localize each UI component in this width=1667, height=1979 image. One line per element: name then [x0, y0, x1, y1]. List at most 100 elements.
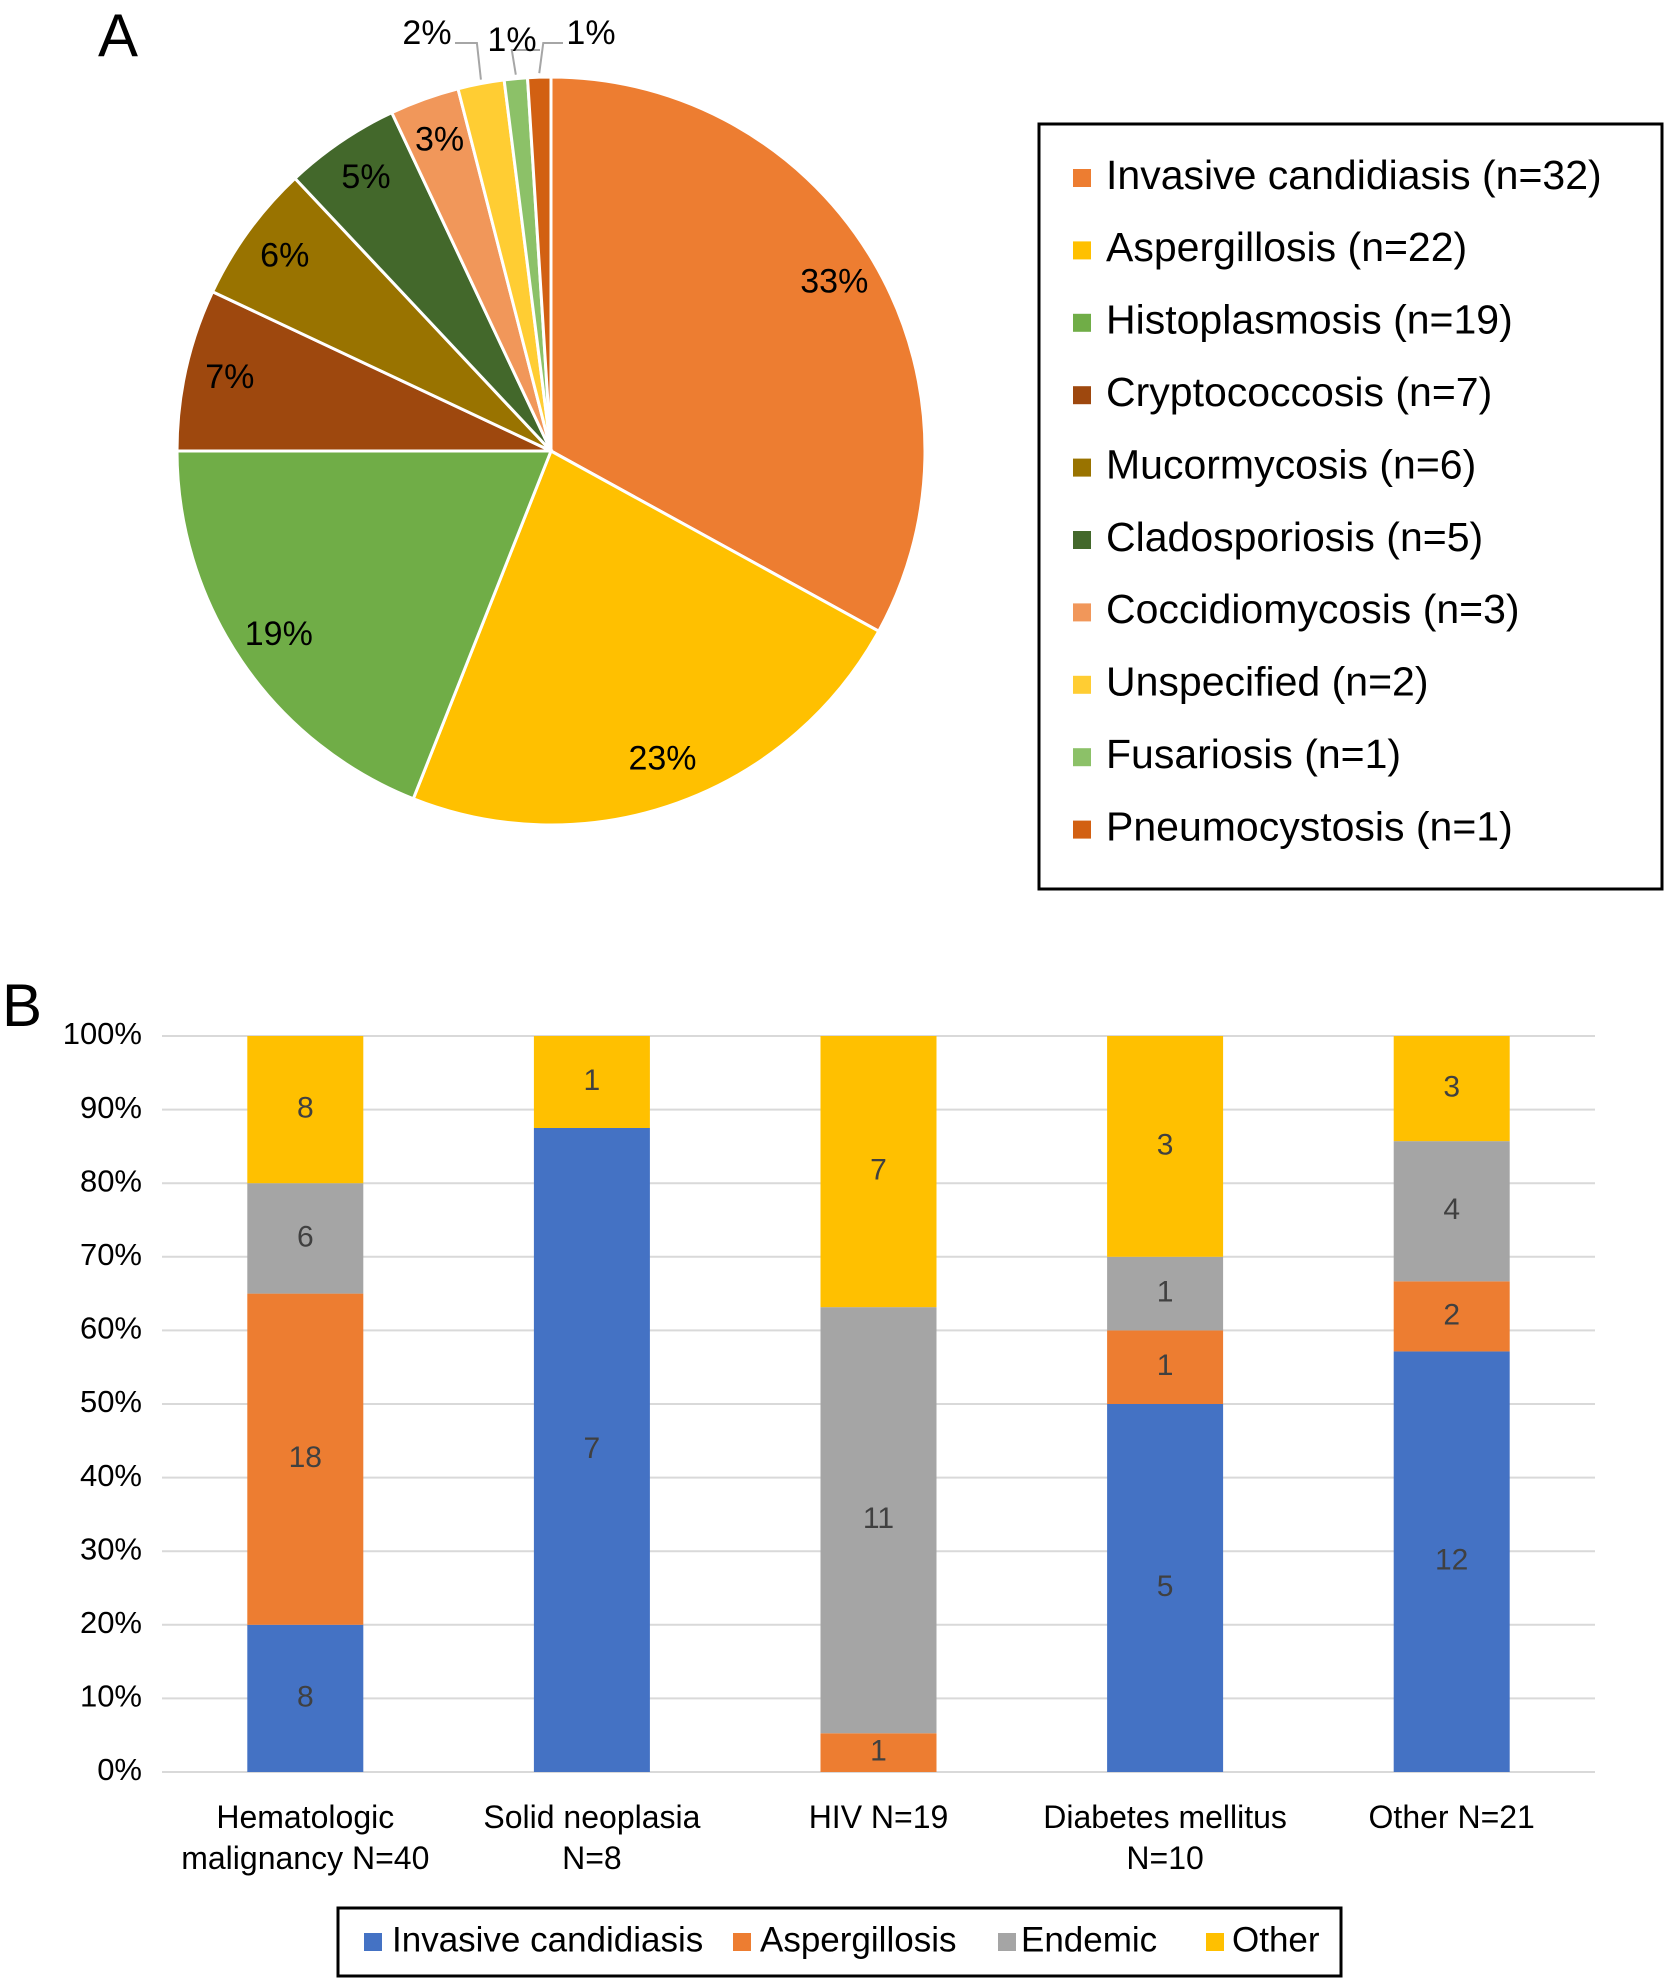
data-label: 23% [628, 740, 696, 778]
legend-label: Aspergillosis (n=22) [1106, 224, 1467, 270]
data-label: 1% [566, 14, 615, 52]
data-label: 1% [487, 21, 536, 59]
bar-segment [1107, 1256, 1224, 1331]
y-tick-label: 100% [63, 1016, 142, 1051]
legend-label: Aspergillosis [760, 1920, 956, 1959]
legend-label: Unspecified (n=2) [1106, 659, 1428, 705]
legend-swatch [998, 1933, 1016, 1951]
y-tick-label: 70% [80, 1237, 142, 1272]
bar-segment [820, 1307, 937, 1734]
x-tick-line: HIV N=19 [809, 1799, 949, 1835]
legend-label: Other [1232, 1920, 1320, 1959]
data-label: 3 [1443, 1070, 1460, 1103]
data-label: 2% [402, 14, 451, 52]
data-label: 3 [1157, 1128, 1174, 1161]
legend-swatch [1073, 458, 1091, 477]
leader-line [455, 42, 482, 80]
legend-swatch [364, 1933, 382, 1951]
legend-swatch [733, 1933, 751, 1951]
leader-line [510, 49, 540, 75]
legend-label: Mucormycosis (n=6) [1106, 441, 1476, 487]
legend-swatch [1073, 386, 1091, 405]
data-label: 7 [870, 1154, 887, 1187]
x-tick-line: Hematologic [216, 1799, 394, 1835]
y-tick-label: 40% [80, 1458, 142, 1493]
bar-segment [533, 1036, 650, 1128]
y-tick-label: 80% [80, 1163, 142, 1198]
legend-swatch [1073, 241, 1091, 260]
bar-segment [1393, 1281, 1510, 1352]
y-tick-label: 60% [80, 1311, 142, 1346]
data-label: 18 [289, 1441, 322, 1474]
y-tick-label: 10% [80, 1679, 142, 1714]
legend-label: Pneumocystosis (n=1) [1106, 803, 1513, 849]
legend-label: Coccidiomycosis (n=3) [1106, 586, 1520, 632]
bar-segment [1107, 1330, 1224, 1404]
legend-box [336, 1906, 1343, 1978]
bar-segment [820, 1036, 937, 1308]
pie-slice [175, 289, 552, 453]
bar-segment [247, 1036, 364, 1184]
data-label: 8 [297, 1680, 314, 1713]
data-label: 19% [245, 615, 313, 653]
legend-label: Endemic [1021, 1920, 1157, 1959]
legend-label: Cryptococcosis (n=7) [1106, 369, 1492, 415]
y-tick-label: 50% [80, 1384, 142, 1419]
bar-segment [1107, 1036, 1224, 1257]
legend-label: Invasive candidiasis (n=32) [1106, 152, 1602, 198]
y-tick-label: 20% [80, 1605, 142, 1640]
data-label: 3% [415, 120, 464, 158]
legend-swatch [1073, 169, 1091, 187]
legend-swatch [1073, 675, 1091, 694]
legend-label: Invasive candidiasis [392, 1920, 703, 1959]
bar-segment [1393, 1036, 1510, 1142]
data-label: 7% [205, 358, 254, 396]
y-tick-label: 90% [80, 1090, 142, 1125]
data-label: 12 [1435, 1544, 1468, 1577]
x-tick-label: HIV N=19 [809, 1799, 949, 1835]
x-tick-label: Hematologic malignancy N=40 [181, 1799, 429, 1876]
y-tick-label: 30% [80, 1531, 142, 1566]
panel-label: B [2, 972, 42, 1039]
bar-segment [1107, 1404, 1224, 1772]
pie-slice [411, 448, 881, 827]
pie-slice [175, 449, 554, 801]
pie-slice [549, 75, 927, 634]
data-label: 1 [870, 1735, 887, 1768]
data-label: 6% [260, 237, 309, 275]
legend-swatch [1073, 748, 1091, 767]
x-tick-line: N=10 [1126, 1840, 1203, 1876]
legend-box [1037, 122, 1664, 891]
data-label: 33% [800, 262, 868, 300]
legend-swatch [1073, 313, 1091, 332]
data-label: 1 [1157, 1276, 1174, 1309]
data-label: 8 [297, 1092, 314, 1125]
leader-line [538, 42, 563, 74]
x-tick-line: Other N=21 [1369, 1799, 1535, 1835]
x-tick-line: N=8 [562, 1840, 622, 1876]
bar-segment [533, 1128, 650, 1772]
panel-label: A [98, 2, 138, 69]
x-tick-line: Diabetes mellitus [1043, 1799, 1287, 1835]
legend-swatch [1073, 531, 1091, 549]
x-tick-line: malignancy N=40 [181, 1840, 429, 1876]
bar-segment [247, 1183, 364, 1294]
bar-segment [820, 1733, 937, 1772]
bar-segment [247, 1293, 364, 1625]
x-tick-label: Other N=21 [1369, 1799, 1535, 1835]
y-tick-label: 0% [97, 1752, 142, 1787]
x-tick-line: Solid neoplasia [483, 1799, 700, 1835]
bar-segment [247, 1624, 364, 1772]
data-label: 1 [584, 1064, 601, 1097]
data-label: 2 [1443, 1298, 1460, 1331]
legend-swatch [1073, 820, 1091, 839]
x-tick-label: Diabetes mellitus N=10 [1043, 1799, 1287, 1876]
bar-segment [1393, 1351, 1510, 1772]
data-label: 11 [863, 1502, 894, 1535]
data-label: 5 [1157, 1570, 1174, 1603]
data-label: 5% [341, 158, 390, 196]
pie-slice [525, 75, 553, 452]
data-label: 1 [1157, 1349, 1174, 1382]
legend-label: Cladosporiosis (n=5) [1106, 514, 1483, 560]
